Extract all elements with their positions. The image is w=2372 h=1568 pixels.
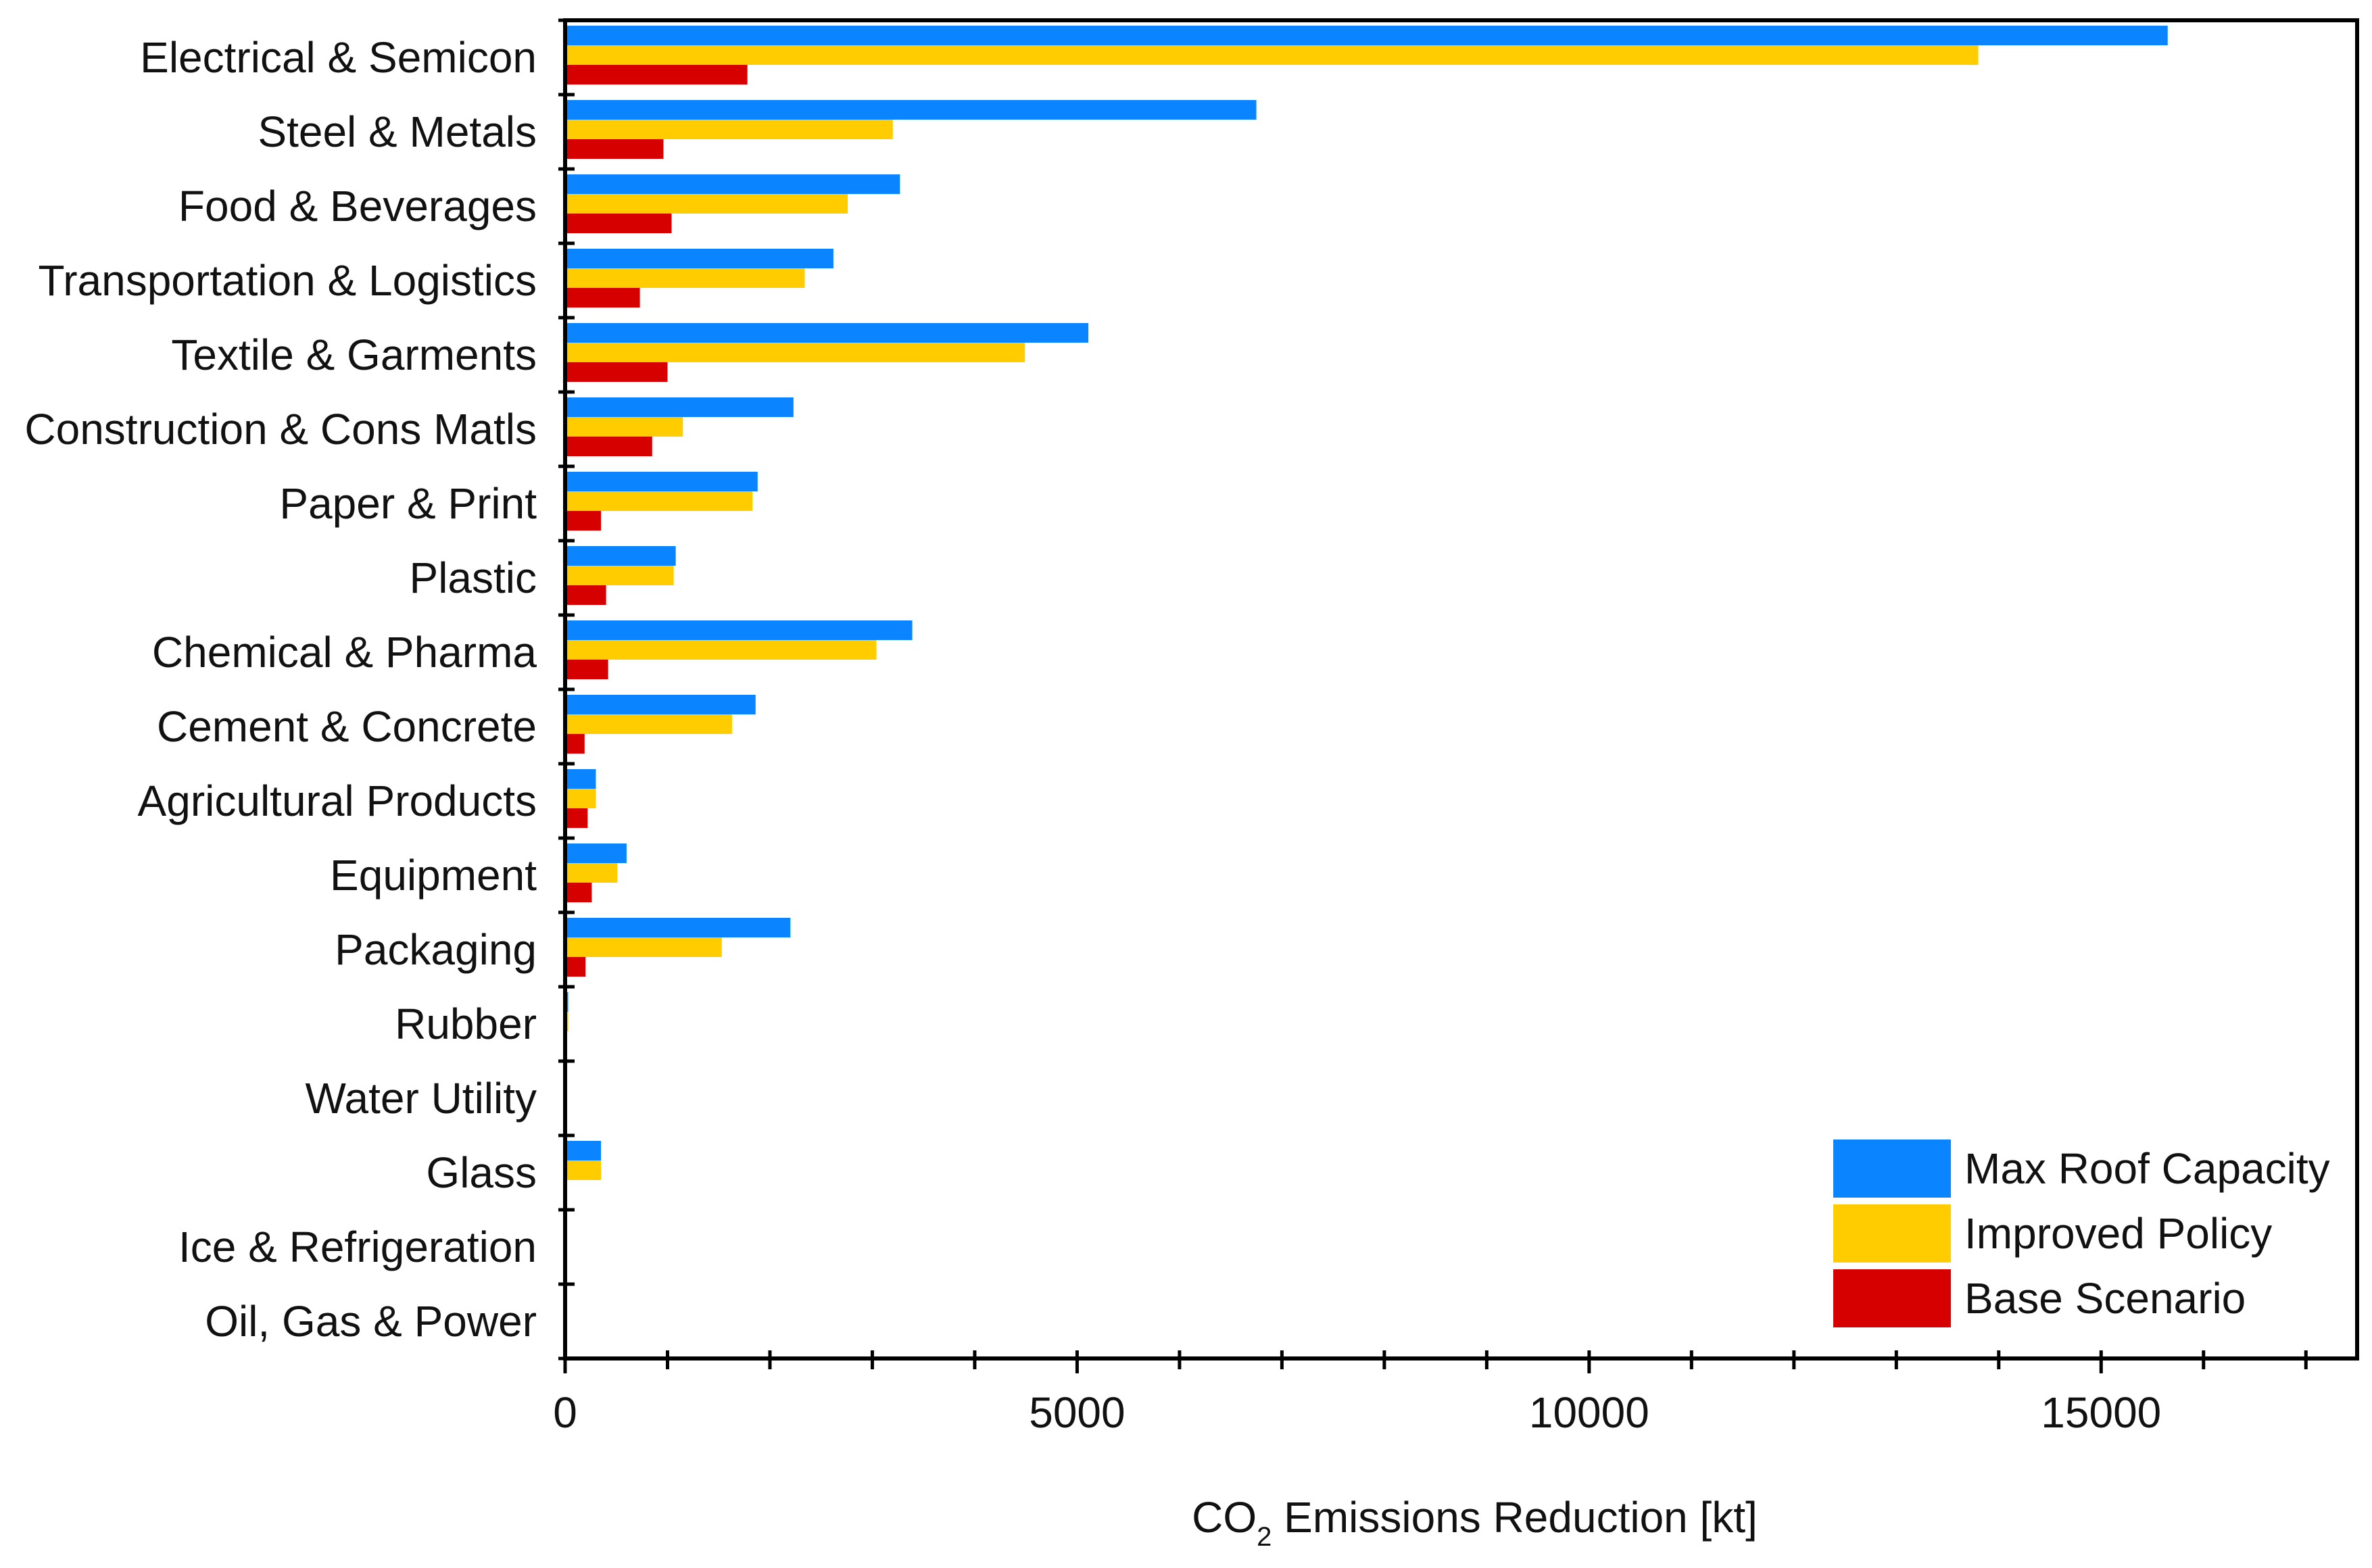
bar-base-scenario-12 (565, 957, 586, 977)
legend-swatch-base-scenario (1833, 1269, 1951, 1327)
bar-base-scenario-2 (565, 214, 672, 233)
bar-improved-policy-5 (565, 417, 683, 437)
bar-base-scenario-8 (565, 660, 608, 679)
category-label: Oil, Gas & Power (205, 1297, 537, 1346)
bar-base-scenario-6 (565, 511, 602, 531)
category-label: Transportation & Logistics (38, 256, 537, 305)
bar-max-roof-capacity-6 (565, 472, 758, 491)
bar-max-roof-capacity-11 (565, 843, 627, 863)
category-label: Textile & Garments (171, 330, 537, 379)
bar-improved-policy-7 (565, 566, 674, 585)
bar-max-roof-capacity-3 (565, 249, 833, 268)
bar-improved-policy-8 (565, 640, 877, 660)
x-tick-label: 15000 (2041, 1388, 2161, 1437)
category-label: Plastic (410, 554, 537, 602)
x-axis-ticks (563, 1350, 2308, 1373)
bar-max-roof-capacity-9 (565, 695, 756, 714)
bar-improved-policy-1 (565, 120, 893, 139)
legend-label: Improved Policy (1964, 1209, 2272, 1258)
y-axis-ticks (558, 18, 575, 1361)
bar-improved-policy-6 (565, 491, 753, 511)
bar-improved-policy-15 (565, 1160, 602, 1180)
bar-base-scenario-3 (565, 288, 640, 308)
bar-improved-policy-3 (565, 268, 805, 288)
bar-max-roof-capacity-7 (565, 546, 676, 566)
category-label: Paper & Print (279, 479, 537, 528)
bar-max-roof-capacity-2 (565, 174, 900, 194)
legend-swatch-max-roof-capacity (1833, 1140, 1951, 1198)
x-tick-label: 10000 (1529, 1388, 1649, 1437)
category-label: Rubber (395, 1000, 537, 1048)
bar-improved-policy-11 (565, 863, 618, 883)
bar-max-roof-capacity-1 (565, 100, 1257, 120)
bar-base-scenario-10 (565, 808, 588, 828)
category-label: Ice & Refrigeration (178, 1223, 537, 1271)
category-label: Steel & Metals (258, 107, 537, 156)
bars-layer (565, 26, 2168, 1180)
bar-improved-policy-0 (565, 45, 1979, 65)
bar-max-roof-capacity-4 (565, 323, 1089, 343)
bar-base-scenario-4 (565, 362, 668, 382)
category-label: Chemical & Pharma (152, 628, 537, 677)
y-axis-category-labels: Electrical & Semicon Steel & Metals Food &… (24, 33, 537, 1346)
legend-swatch-improved-policy (1833, 1204, 1951, 1263)
bar-base-scenario-7 (565, 585, 606, 605)
category-label: Equipment (330, 851, 537, 900)
bar-base-scenario-0 (565, 65, 748, 84)
x-axis-title-subscript: 2 (1257, 1522, 1272, 1552)
x-axis-title: CO2 Emissions Reduction [kt] (1192, 1493, 1758, 1552)
x-axis-title-prefix: CO (1192, 1493, 1257, 1542)
category-label: Glass (426, 1148, 537, 1197)
bar-base-scenario-11 (565, 883, 592, 902)
category-label: Electrical & Semicon (140, 33, 537, 82)
bar-max-roof-capacity-0 (565, 26, 2168, 45)
bar-improved-policy-4 (565, 343, 1025, 362)
bar-improved-policy-2 (565, 194, 848, 214)
legend-label: Max Roof Capacity (1964, 1144, 2330, 1193)
bar-improved-policy-9 (565, 714, 732, 734)
category-label: Construction & Cons Matls (24, 405, 537, 454)
bar-improved-policy-12 (565, 937, 722, 957)
bar-max-roof-capacity-5 (565, 397, 794, 417)
x-tick-label: 0 (553, 1388, 577, 1437)
bar-improved-policy-10 (565, 789, 596, 808)
x-axis-tick-labels: 0 5000 10000 15000 (553, 1388, 2161, 1437)
category-label: Cement & Concrete (157, 702, 537, 751)
category-label: Agricultural Products (138, 777, 537, 825)
legend-label: Base Scenario (1964, 1274, 2246, 1323)
bar-max-roof-capacity-12 (565, 918, 791, 937)
bar-base-scenario-9 (565, 734, 585, 754)
bar-max-roof-capacity-15 (565, 1141, 602, 1160)
category-label: Food & Beverages (178, 182, 537, 230)
category-label: Water Utility (305, 1074, 537, 1123)
bar-max-roof-capacity-10 (565, 769, 596, 789)
bar-base-scenario-1 (565, 139, 664, 159)
x-axis-title-suffix: Emissions Reduction [kt] (1272, 1493, 1758, 1542)
bar-base-scenario-5 (565, 437, 652, 456)
legend: Max Roof Capacity Improved Policy Base Sce… (1833, 1140, 2330, 1327)
bar-max-roof-capacity-8 (565, 620, 913, 640)
x-tick-label: 5000 (1029, 1388, 1125, 1437)
category-label: Packaging (335, 925, 537, 974)
